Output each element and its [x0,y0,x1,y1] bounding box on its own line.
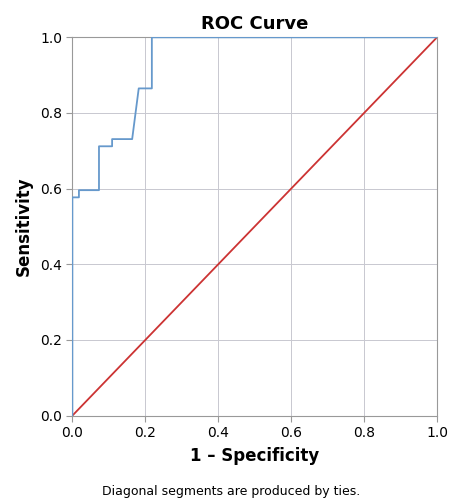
Text: Diagonal segments are produced by ties.: Diagonal segments are produced by ties. [102,484,361,498]
Title: ROC Curve: ROC Curve [201,15,308,33]
X-axis label: 1 – Specificity: 1 – Specificity [190,447,319,465]
Y-axis label: Sensitivity: Sensitivity [15,176,33,276]
